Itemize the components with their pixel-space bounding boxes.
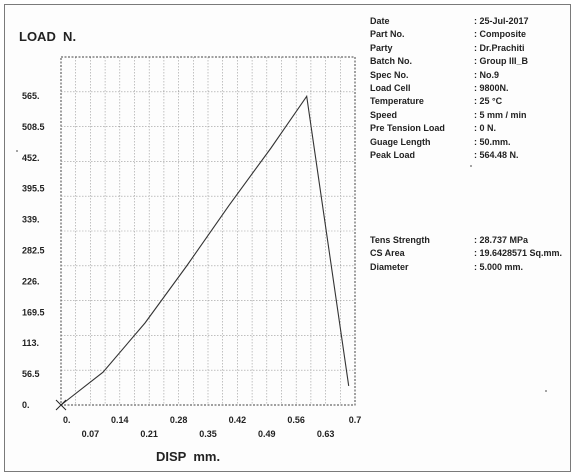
info-key: Party	[370, 42, 393, 53]
info-key: Tens Strength	[370, 235, 430, 245]
info-value: : No.9	[474, 69, 500, 80]
info-key: Peak Load	[370, 150, 416, 160]
info-value: : 0 N.	[474, 123, 497, 134]
info-row: Batch No. : Group III_B	[370, 56, 570, 69]
x-tick-label: 0.56	[287, 415, 305, 425]
info-value: : 5.000 mm.	[474, 261, 524, 272]
info-row: Party : Dr.Prachiti	[370, 43, 570, 56]
info-row: Temperature : 25 °C	[370, 96, 570, 109]
x-tick-label: 0.35	[199, 429, 217, 439]
plot-border	[60, 56, 356, 406]
y-tick-label: 56.5	[22, 369, 40, 379]
info-row: Date : 25-Jul-2017	[370, 16, 570, 29]
x-axis-label: DISP mm.	[156, 449, 220, 464]
y-tick-label: 565.	[22, 91, 40, 101]
y-tick-label: 169.5	[22, 307, 45, 317]
x-tick-label: 0.28	[170, 415, 188, 425]
y-tick-label: 282.5	[22, 246, 45, 256]
info-key: Batch No.	[370, 56, 413, 67]
info-row: Load Cell : 9800N.	[370, 83, 570, 96]
x-tick-label: 0.42	[229, 415, 247, 425]
scan-speck	[470, 165, 472, 167]
chart-grid	[61, 57, 355, 405]
info-row: Diameter : 5.000 mm.	[370, 262, 570, 275]
info-row: Spec No. : No.9	[370, 70, 570, 83]
origin-mark-stroke	[55, 399, 67, 411]
y-tick-label: 0.	[22, 400, 30, 410]
y-tick-label: 395.5	[22, 184, 45, 194]
info-value: : 28.737 MPa	[474, 235, 529, 245]
scan-speck	[545, 390, 547, 392]
y-tick-label: 113.	[22, 338, 39, 348]
info-key: Pre Tension Load	[370, 123, 445, 134]
info-key: Speed	[370, 109, 398, 120]
x-tick-label: 0.49	[258, 429, 276, 439]
info-key: CS Area	[370, 248, 405, 259]
info-key: Diameter	[370, 261, 409, 272]
info-value: : 5 mm / min	[474, 109, 527, 120]
info-key: Date	[370, 16, 390, 26]
x-tick-label: 0.14	[111, 415, 129, 425]
x-tick-labels: 0. 0.14 0.28 0.42 0.56 0.7 0.07 0.21 0.35 0.49 0.6…	[63, 415, 361, 439]
x-tick-label: 0.63	[317, 429, 335, 439]
y-tick-label: 339.	[22, 215, 40, 225]
info-key: Load Cell	[370, 83, 411, 93]
y-tick-label: 452.	[22, 153, 40, 163]
info-value: : 19.6428571 Sq.mm.	[474, 248, 563, 259]
y-tick-label: 226.	[22, 276, 40, 286]
info-value: : 564.48 N.	[474, 150, 519, 160]
info-value: : Group III_B	[474, 56, 528, 67]
x-tick-label: 0.21	[140, 429, 158, 439]
load-curve	[60, 94, 350, 406]
origin-marker	[55, 399, 67, 411]
info-value: : 9800N.	[474, 83, 509, 93]
info-row: Guage Length : 50.mm.	[370, 137, 570, 150]
scan-speck	[16, 150, 18, 152]
report-frame	[4, 4, 571, 472]
info-row: CS Area : 19.6428571 Sq.mm.	[370, 248, 570, 261]
info-row: Speed : 5 mm / min	[370, 110, 570, 123]
info-row: Pre Tension Load : 0 N.	[370, 123, 570, 136]
info-value: : 25 °C	[474, 96, 503, 107]
x-tick-label: 0.	[63, 415, 71, 425]
x-tick-label: 0.7	[349, 415, 362, 425]
y-tick-label: 508.5	[22, 122, 45, 132]
info-value: : Dr.Prachiti	[474, 42, 525, 53]
info-key: Temperature	[370, 96, 424, 107]
info-row: Peak Load : 564.48 N.	[370, 150, 570, 163]
info-value: : 50.mm.	[474, 136, 511, 147]
info-row: Part No. : Composite	[370, 29, 570, 42]
info-value: : 25-Jul-2017	[474, 16, 529, 26]
info-row: Tens Strength : 28.737 MPa	[370, 235, 570, 248]
info-key: Guage Length	[370, 136, 431, 147]
y-tick-labels: 0. 56.5 113. 169.5 226. 282.5 339. 395.5 452. 508…	[22, 91, 45, 410]
info-value: : Composite	[474, 29, 527, 40]
y-axis-label: LOAD N.	[19, 29, 76, 44]
x-tick-label: 0.07	[82, 429, 100, 439]
info-key: Spec No.	[370, 69, 409, 80]
info-key: Part No.	[370, 29, 405, 40]
